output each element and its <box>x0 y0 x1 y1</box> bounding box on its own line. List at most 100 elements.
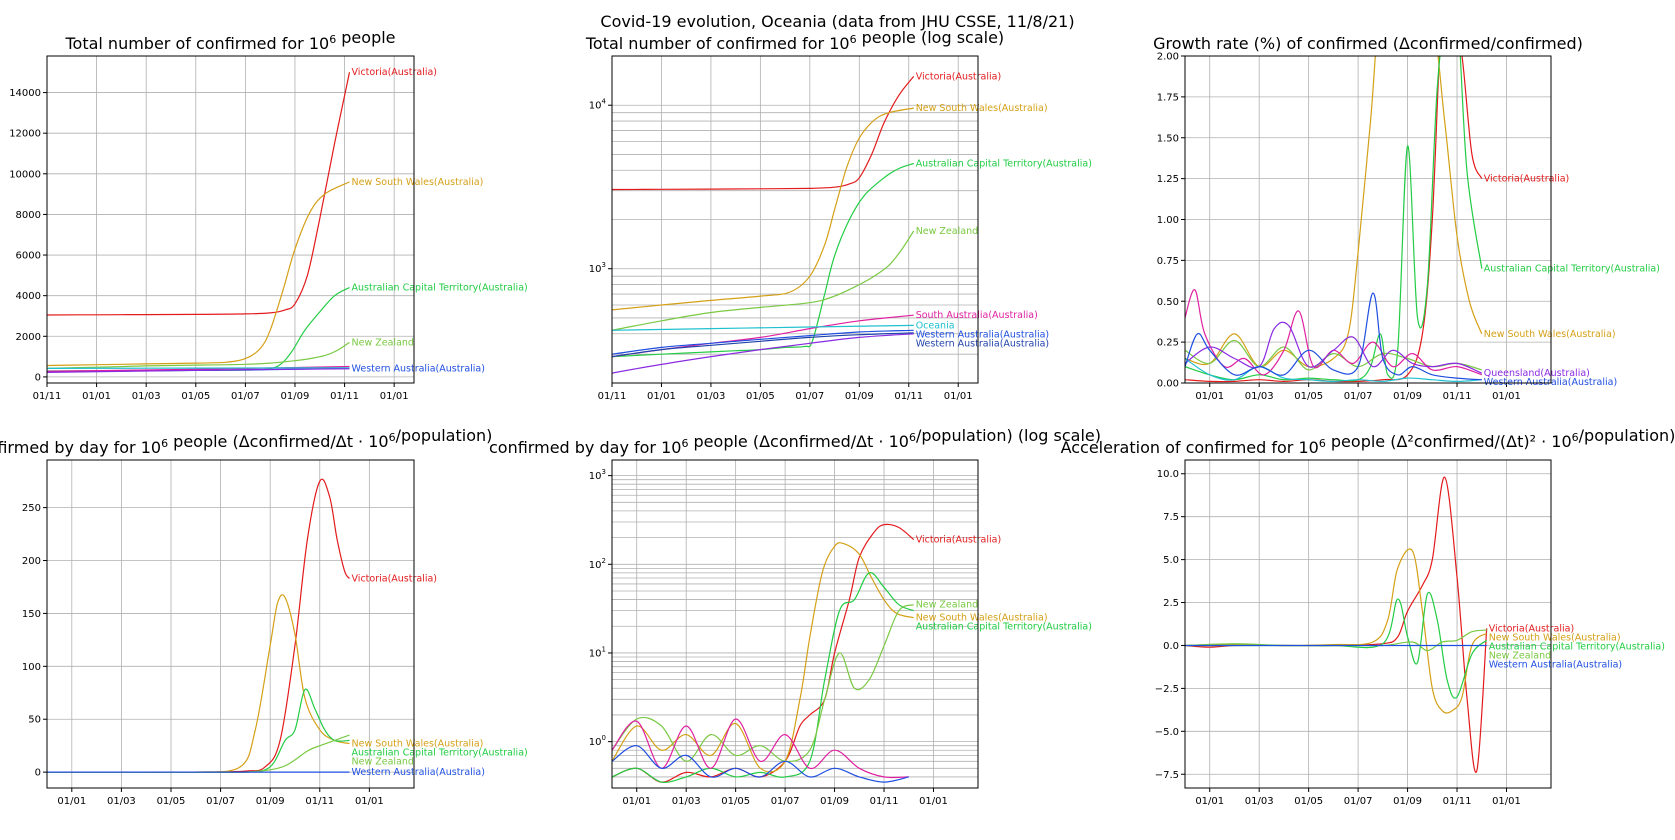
series-line <box>1185 56 1483 368</box>
y-tick-label: 1.75 <box>1157 92 1179 103</box>
x-tick-label: 01/01 <box>1492 391 1521 402</box>
plot-frame <box>611 55 979 384</box>
x-tick-label: 01/07 <box>206 796 235 807</box>
x-tick-label: 01/11 <box>305 796 334 807</box>
series-line <box>612 162 914 358</box>
y-tick-label: 50 <box>28 715 41 726</box>
x-tick-label: 01/07 <box>231 391 260 402</box>
series-line <box>612 230 915 331</box>
series-line <box>1185 56 1483 383</box>
series-end-label: New Zealand <box>916 226 978 237</box>
plot-frame <box>46 459 415 789</box>
y-tick-label: 200 <box>22 556 41 567</box>
series-end-label: Victoria(Australia) <box>352 67 438 78</box>
x-tick-label: 01/05 <box>157 796 186 807</box>
y-tick-label: 0.0 <box>1163 641 1179 652</box>
series-line <box>47 594 350 774</box>
series-line <box>47 734 350 774</box>
x-tick-label: 01/09 <box>845 391 874 402</box>
chart-confirmed-by-day: confirmed by day for 106 people (Δconfir… <box>0 426 528 807</box>
y-tick-label: 0.50 <box>1157 297 1179 308</box>
y-tick-label: 100 <box>589 734 606 748</box>
x-tick-label: 01/09 <box>256 796 285 807</box>
y-tick-label: 1.25 <box>1157 174 1179 185</box>
series-end-label: Western Australia(Australia) <box>916 329 1049 340</box>
series-line <box>1185 56 1483 382</box>
x-tick-label: 01/01 <box>57 796 86 807</box>
series-line <box>612 333 914 374</box>
chart-title: Acceleration of confirmed for 106 people… <box>1061 426 1675 457</box>
y-tick-label: 101 <box>589 645 606 659</box>
chart-confirmed-by-day-log: confirmed by day for 106 people (Δconfir… <box>489 426 1101 807</box>
series-end-label: New Zealand <box>1489 650 1551 661</box>
series-line <box>612 572 914 783</box>
x-tick-label: 01/03 <box>672 796 701 807</box>
y-tick-label: 0 <box>35 768 41 779</box>
y-tick-label: 102 <box>589 557 606 571</box>
x-tick-label: 01/07 <box>771 796 800 807</box>
chart-total-confirmed: Total number of confirmed for 106 people… <box>9 28 528 402</box>
y-tick-label: 4000 <box>16 291 41 302</box>
x-tick-label: 01/09 <box>1393 796 1422 807</box>
y-tick-label: 7.5 <box>1163 512 1179 523</box>
x-tick-label: 01/01 <box>1195 796 1224 807</box>
series-end-label: New South Wales(Australia) <box>352 177 484 188</box>
x-tick-label: 01/09 <box>281 391 310 402</box>
y-tick-label: 0.25 <box>1157 338 1179 349</box>
x-tick-label: 01/01 <box>1492 796 1521 807</box>
series-end-label: Victoria(Australia) <box>916 535 1002 546</box>
series-line <box>1185 289 1482 376</box>
series-end-label: Australian Capital Territory(Australia) <box>916 159 1092 170</box>
series-end-label: Australian Capital Territory(Australia) <box>916 622 1092 633</box>
series-end-label: Australian Capital Territory(Australia) <box>1489 641 1665 652</box>
x-tick-label: 01/01 <box>1195 391 1224 402</box>
x-tick-label: 01/11 <box>870 796 899 807</box>
y-tick-label: 2.00 <box>1157 52 1179 63</box>
x-tick-label: 01/11 <box>894 391 923 402</box>
series-line <box>47 367 350 369</box>
x-tick-label: 01/09 <box>1393 391 1422 402</box>
series-line <box>47 688 350 774</box>
y-tick-label: −2.5 <box>1155 684 1179 695</box>
y-tick-label: 1.50 <box>1157 133 1179 144</box>
y-tick-label: 5.0 <box>1163 555 1179 566</box>
x-tick-label: 01/03 <box>697 391 726 402</box>
x-tick-label: 01/01 <box>622 796 651 807</box>
series-end-label: Australian Capital Territory(Australia) <box>352 748 528 759</box>
series-line <box>612 332 914 358</box>
x-tick-label: 01/03 <box>132 391 161 402</box>
series-end-label: Oceania <box>916 320 955 331</box>
series-line <box>1185 357 1482 383</box>
series-line <box>47 368 350 373</box>
y-tick-label: 103 <box>589 468 606 482</box>
x-tick-label: 01/11 <box>1443 391 1472 402</box>
series-end-label: Victoria(Australia) <box>916 71 1002 82</box>
series-end-label: New Zealand <box>916 600 978 611</box>
y-tick-label: 14000 <box>9 88 41 99</box>
y-tick-label: 104 <box>589 98 607 112</box>
series-line <box>47 181 350 367</box>
x-tick-label: 01/01 <box>647 391 676 402</box>
x-tick-label: 01/03 <box>1245 391 1274 402</box>
series-end-label: Western Australia(Australia) <box>352 767 485 778</box>
chart-title: confirmed by day for 106 people (Δconfir… <box>489 426 1101 457</box>
series-end-label: New South Wales(Australia) <box>916 103 1048 114</box>
y-tick-label: 250 <box>22 503 41 514</box>
y-tick-label: 0.00 <box>1157 379 1179 390</box>
x-tick-label: 01/03 <box>107 796 136 807</box>
series-end-label: New South Wales(Australia) <box>1484 329 1616 340</box>
series-line <box>1185 476 1488 774</box>
series-line <box>612 324 914 331</box>
series-end-label: Western Australia(Australia) <box>352 363 485 374</box>
series-end-label: Western Australia(Australia) <box>1489 659 1622 670</box>
x-tick-label: 01/07 <box>795 391 824 402</box>
series-line <box>1185 321 1483 374</box>
x-tick-label: 01/05 <box>746 391 775 402</box>
y-tick-label: 8000 <box>16 210 41 221</box>
y-tick-label: 12000 <box>9 129 41 140</box>
y-tick-label: 2.5 <box>1163 598 1179 609</box>
series-end-label: New Zealand <box>352 757 414 768</box>
y-tick-label: −7.5 <box>1155 770 1179 781</box>
y-tick-label: 2000 <box>16 332 41 343</box>
